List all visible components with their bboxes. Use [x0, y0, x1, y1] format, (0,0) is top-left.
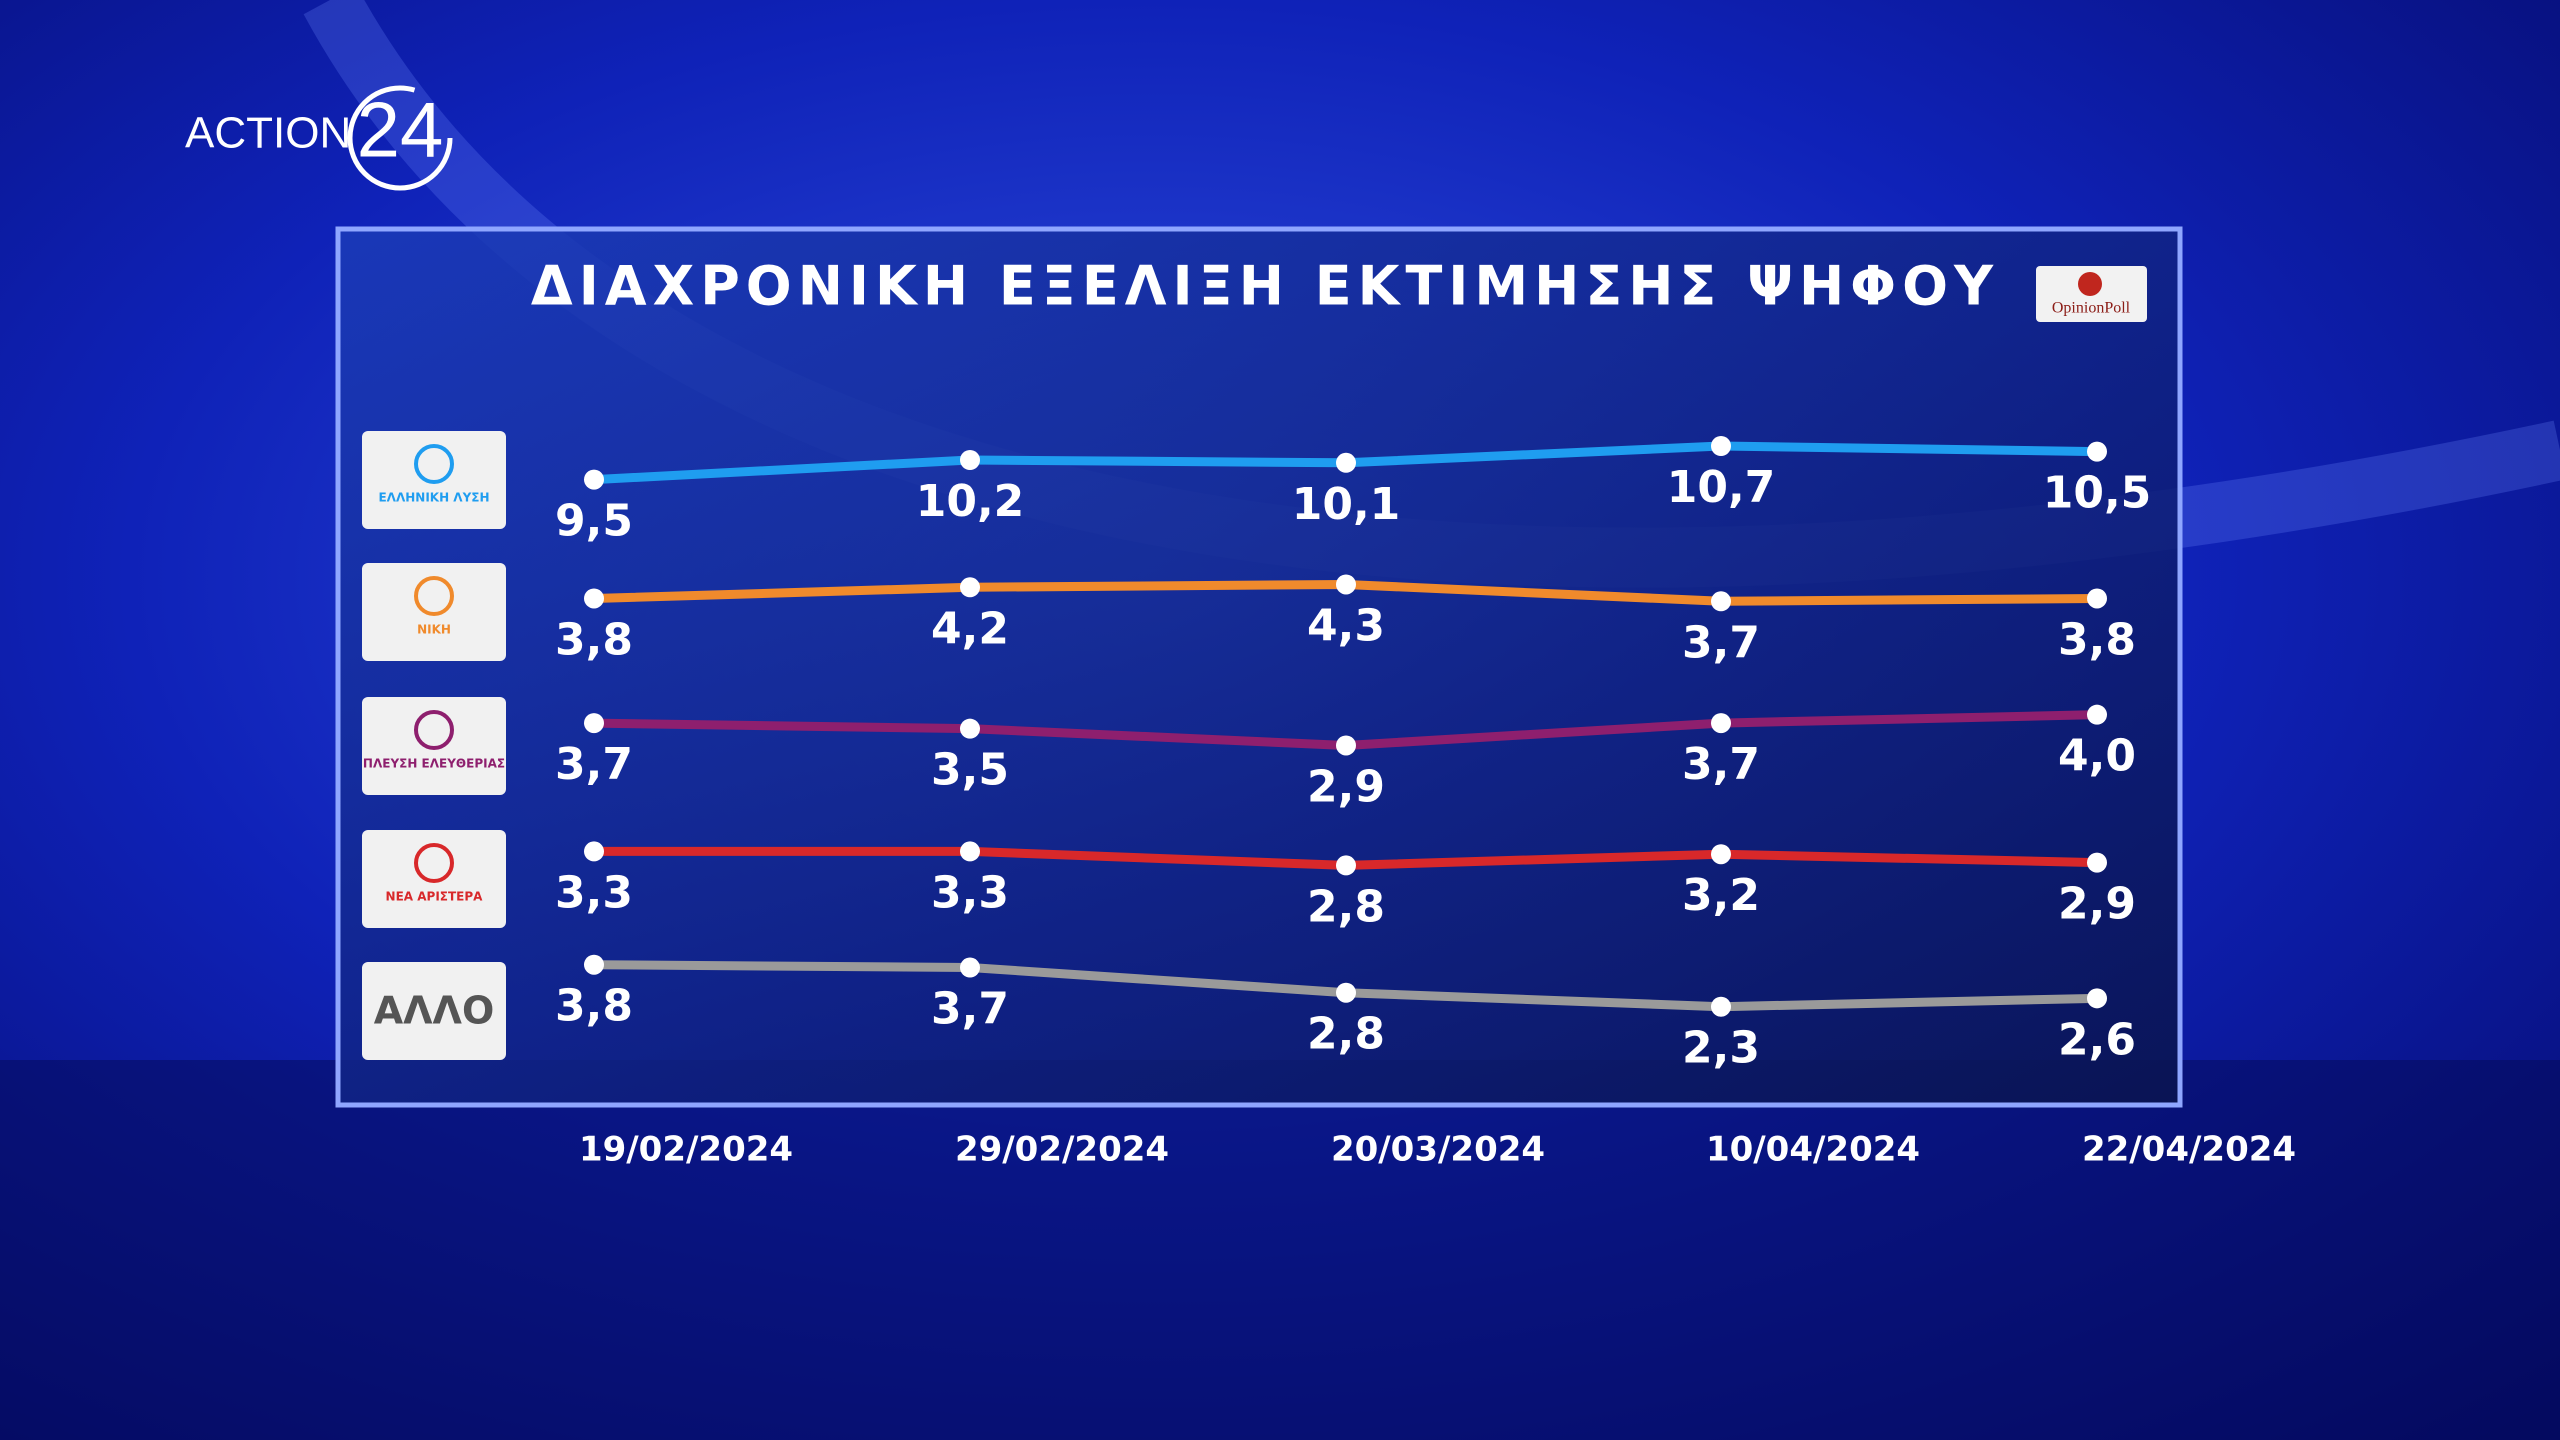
data-point	[584, 588, 604, 609]
value-label: 3,2	[1682, 870, 1760, 921]
chart-panel	[335, 226, 2183, 1108]
data-point	[1336, 982, 1356, 1003]
value-label: 3,7	[931, 984, 1009, 1035]
value-label: 2,9	[2058, 879, 2136, 930]
data-point	[584, 841, 604, 862]
logo-text: ACTION	[185, 109, 351, 158]
logo-number: 24	[357, 86, 444, 174]
value-label: 3,7	[1682, 739, 1760, 790]
data-point	[1711, 713, 1731, 734]
source-badge: OpinionPoll	[2036, 266, 2147, 322]
plot: 19/02/2024 29/02/2024 20/03/2024 10/04/2024…	[362, 431, 2296, 1170]
party-logo	[362, 962, 506, 1060]
party-name: ΕΛΛΗΝΙΚΗ ΛΥΣΗ	[378, 491, 489, 505]
value-label: 3,3	[555, 867, 633, 918]
data-point	[2087, 441, 2107, 462]
party-name: ΝΕΑ ΑΡΙΣΤΕΡΑ	[386, 890, 484, 904]
source-icon	[2078, 272, 2102, 296]
value-label: 3,7	[555, 739, 633, 790]
data-point	[584, 954, 604, 975]
data-point	[1336, 574, 1356, 595]
value-label: 10,5	[2043, 468, 2152, 519]
party-name: ΑΛΛΟ	[374, 989, 495, 1033]
value-label: 3,8	[2058, 614, 2136, 665]
value-label: 3,7	[1682, 617, 1760, 668]
x-tick-label: 20/03/2024	[1331, 1130, 1545, 1170]
chart-title: ΔΙΑΧΡΟΝΙΚΗ ΕΞΕΛΙΞΗ ΕΚΤΙΜΗΣΗΣ ΨΗΦΟΥ	[531, 255, 1999, 318]
data-point	[584, 713, 604, 734]
value-label: 3,8	[555, 981, 633, 1032]
value-label: 4,0	[2058, 731, 2136, 782]
value-label: 4,3	[1307, 600, 1385, 651]
data-point	[584, 469, 604, 490]
data-point	[960, 450, 980, 470]
value-label: 2,9	[1307, 761, 1385, 812]
data-point	[960, 577, 980, 598]
x-tick-label: 29/02/2024	[955, 1130, 1169, 1170]
value-label: 3,3	[931, 867, 1009, 918]
value-label: 2,8	[1307, 1009, 1385, 1060]
data-point	[1711, 591, 1731, 612]
value-label: 3,5	[931, 745, 1009, 796]
party-icon	[414, 444, 454, 484]
value-label: 10,2	[916, 476, 1025, 527]
data-point	[1336, 452, 1356, 473]
data-point	[1336, 735, 1356, 756]
data-point	[1711, 844, 1731, 865]
data-point	[1336, 855, 1356, 876]
data-point	[960, 718, 980, 739]
party-icon	[414, 710, 454, 750]
value-label: 2,6	[2058, 1014, 2136, 1065]
data-point	[1711, 996, 1731, 1017]
party-name: ΝΙΚΗ	[417, 623, 451, 637]
value-label: 2,3	[1682, 1023, 1760, 1074]
x-tick-label: 10/04/2024	[1706, 1130, 1920, 1170]
data-point	[1711, 436, 1731, 456]
x-tick-label: 22/04/2024	[2082, 1130, 2296, 1170]
data-point	[2087, 704, 2107, 725]
data-point	[960, 957, 980, 978]
data-point	[2087, 588, 2107, 609]
value-label: 9,5	[555, 496, 633, 547]
value-label: 10,1	[1292, 479, 1401, 530]
value-label: 4,2	[931, 603, 1009, 654]
party-name: ΠΛΕΥΣΗ ΕΛΕΥΘΕΡΙΑΣ	[363, 757, 505, 771]
source-text: OpinionPoll	[2052, 300, 2131, 317]
value-label: 3,8	[555, 614, 633, 665]
party-icon	[414, 576, 454, 616]
data-point	[960, 841, 980, 862]
data-point	[2087, 852, 2107, 873]
channel-logo: ACTION 24	[185, 85, 453, 191]
value-label: 10,7	[1667, 462, 1776, 513]
x-tick-label: 19/02/2024	[579, 1130, 793, 1170]
party-icon	[414, 843, 454, 883]
data-point	[2087, 988, 2107, 1009]
logo-ring	[347, 85, 453, 191]
floor	[0, 1060, 2560, 1440]
value-label: 2,8	[1307, 881, 1385, 932]
